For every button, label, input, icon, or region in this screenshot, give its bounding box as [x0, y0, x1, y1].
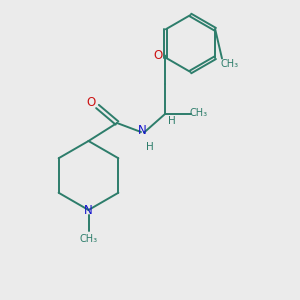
Text: N: N: [84, 203, 93, 217]
Text: H: H: [168, 116, 176, 126]
Text: O: O: [153, 49, 162, 62]
Text: H: H: [146, 142, 154, 152]
Text: CH₃: CH₃: [190, 108, 208, 118]
Text: CH₃: CH₃: [221, 59, 239, 69]
Text: CH₃: CH₃: [80, 234, 98, 244]
Text: O: O: [86, 96, 95, 110]
Text: N: N: [138, 124, 147, 137]
